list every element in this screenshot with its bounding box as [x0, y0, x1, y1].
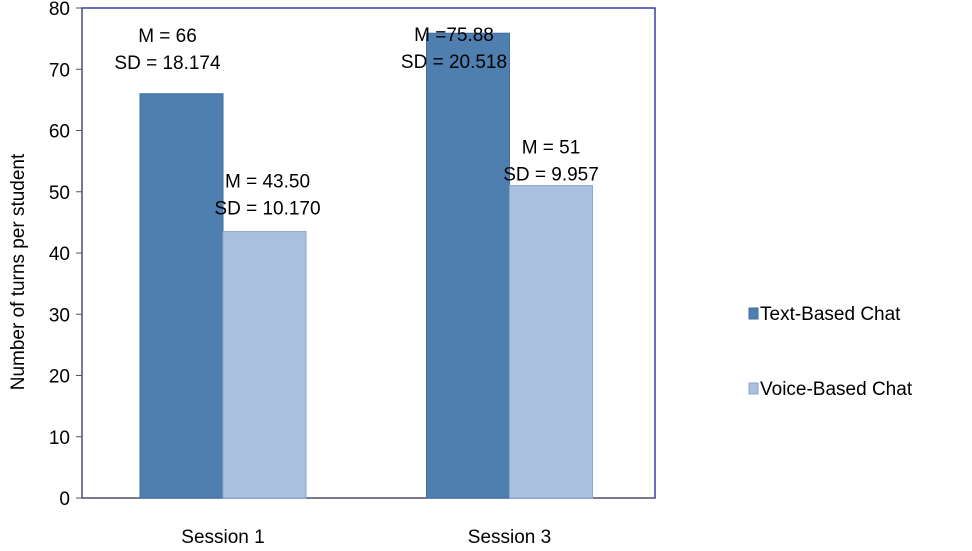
y-tick-label: 60 [49, 122, 70, 143]
sd-label: SD = 9.957 [503, 165, 599, 186]
sd-label: SD = 18.174 [114, 53, 221, 74]
sd-label: SD = 20.518 [401, 52, 507, 73]
bar-text-1 [139, 93, 224, 499]
bar-voice-1 [222, 231, 307, 499]
y-axis-label: Number of turns per student [8, 153, 29, 390]
legend-label: Text-Based Chat [760, 304, 901, 325]
y-tick-label: 10 [49, 428, 70, 449]
y-tick-label: 80 [49, 0, 70, 20]
category-label: Session 3 [468, 527, 551, 548]
bar-text-2 [426, 32, 510, 499]
bars [139, 32, 593, 499]
legend-swatch [748, 307, 759, 320]
mean-label: M = 43.50 [225, 172, 310, 193]
mean-label: M = 51 [522, 138, 581, 159]
y-tick-label: 70 [49, 60, 70, 81]
y-tick-label: 30 [49, 305, 70, 326]
y-tick-label: 50 [49, 183, 70, 204]
y-tick-label: 20 [49, 367, 70, 388]
bar-voice-2 [509, 185, 593, 499]
mean-label: M = 66 [138, 26, 197, 47]
y-tick-label: 0 [59, 489, 70, 510]
sd-label: SD = 10.170 [214, 199, 320, 220]
x-axis-categories: Session 1 Session 3 [181, 527, 551, 548]
legend-label: Voice-Based Chat [760, 379, 913, 400]
mean-label: M =75.88 [414, 25, 494, 46]
legend-swatch [748, 382, 759, 395]
legend: Text-Based Chat Voice-Based Chat [748, 304, 913, 400]
bar-annotations: M = 66 SD = 18.174 M = 43.50 SD = 10.170 M =… [114, 25, 598, 219]
y-tick-label: 40 [49, 244, 70, 265]
category-label: Session 1 [181, 527, 264, 548]
